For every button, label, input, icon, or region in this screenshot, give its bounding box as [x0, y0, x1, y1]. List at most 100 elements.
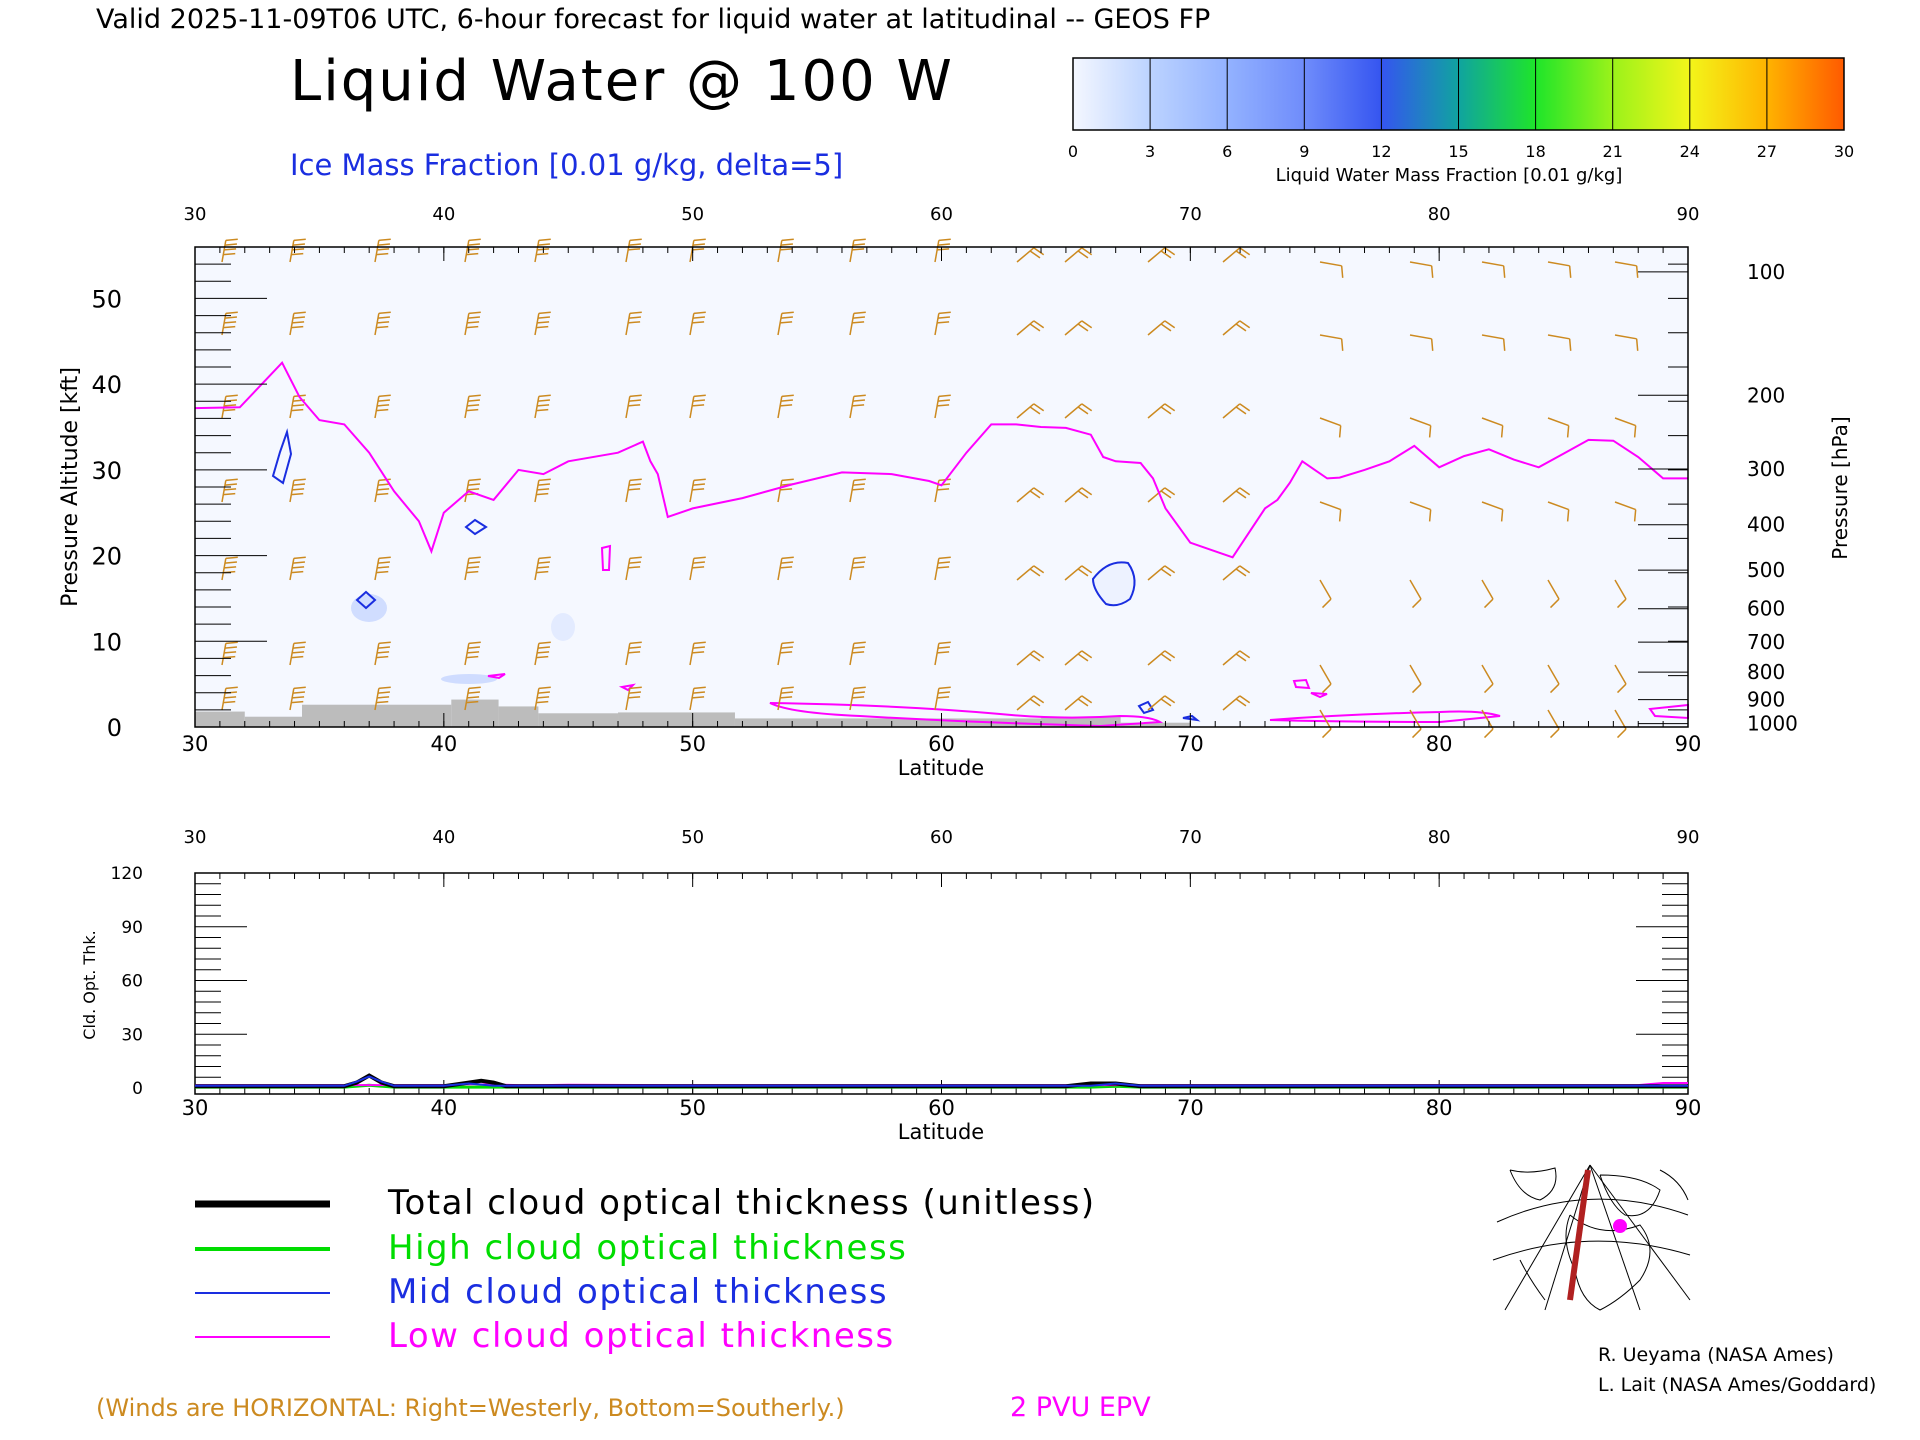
wind-barb — [689, 641, 706, 666]
wind-barb — [1547, 501, 1570, 522]
credit-lait: L. Lait (NASA Ames/Goddard) — [1598, 1374, 1876, 1396]
pressure-tick-label: 400 — [1747, 513, 1785, 537]
colorbar-tick-label: 12 — [1371, 142, 1391, 161]
wind-barb — [464, 556, 481, 581]
colorbar-tick-label: 27 — [1757, 142, 1777, 161]
wind-barb — [464, 311, 481, 336]
legend-item: High cloud optical thickness — [195, 1228, 906, 1268]
wind-barb — [849, 238, 866, 263]
legend-label: Mid cloud optical thickness — [388, 1272, 888, 1312]
wind-barb — [934, 686, 951, 711]
wind-barb — [777, 311, 794, 336]
x-tick-label: 30 — [182, 732, 209, 756]
legend-item: Low cloud optical thickness — [195, 1316, 893, 1356]
legend-label: Total cloud optical thickness (unitless) — [387, 1183, 1096, 1223]
wind-barb — [374, 641, 391, 666]
terrain-block — [498, 706, 539, 727]
legend: Total cloud optical thickness (unitless)… — [195, 1183, 1096, 1356]
y-tick-label: 50 — [91, 285, 122, 313]
colorbar-tick-label: 24 — [1680, 142, 1700, 161]
ice-contour — [1137, 700, 1155, 715]
wind-barb — [534, 394, 551, 419]
wind-barb — [1016, 403, 1045, 419]
wind-barb — [289, 311, 306, 336]
lower-plot-frame — [194, 872, 1689, 1095]
wind-barb — [1614, 709, 1627, 739]
wind-barb — [1409, 501, 1432, 522]
wind-barb — [689, 686, 706, 711]
wind-barb — [1147, 247, 1176, 263]
wind-barb — [374, 686, 391, 711]
wind-barb — [1064, 695, 1093, 711]
wind-barb — [534, 311, 551, 336]
y-tick-label: 30 — [91, 457, 122, 485]
wind-barb — [534, 556, 551, 581]
wind-barb — [1222, 403, 1251, 419]
wind-barb — [1016, 565, 1045, 581]
main-plot-frame — [194, 246, 1689, 728]
x-tick-label-top: 50 — [681, 204, 704, 225]
wind-barb — [1614, 334, 1639, 351]
wind-barb — [625, 641, 642, 666]
colorbar-tick-label: 6 — [1222, 142, 1232, 161]
wind-barb — [1222, 695, 1251, 711]
wind-barb — [1614, 501, 1637, 522]
x-tick-label: 90 — [1675, 1096, 1702, 1120]
wind-barb — [777, 686, 794, 711]
wind-barb — [1481, 664, 1494, 694]
x-tick-label: 60 — [928, 732, 955, 756]
wind-barb — [689, 238, 706, 263]
pressure-tick-label: 700 — [1747, 630, 1785, 654]
wind-barb — [534, 686, 551, 711]
main-ylabel-left: Pressure Altitude [kft] — [58, 367, 83, 607]
wind-barb — [934, 311, 951, 336]
wind-barb — [689, 311, 706, 336]
terrain-block — [618, 712, 735, 727]
pressure-tick-label: 200 — [1747, 383, 1785, 407]
x-tick-label-top: 60 — [930, 827, 953, 848]
terrain-block — [451, 699, 499, 727]
low-contour — [600, 544, 612, 571]
terrain-block — [301, 704, 452, 727]
epv-line-layer — [194, 360, 1688, 559]
wind-barb — [1319, 261, 1344, 278]
inset-map — [1490, 1162, 1691, 1312]
x-tick-label-top: 90 — [1677, 204, 1700, 225]
wind-barb — [1064, 487, 1093, 503]
wind-barb — [1547, 261, 1572, 278]
wind-barb — [1319, 664, 1332, 694]
subtitle: Ice Mass Fraction [0.01 g/kg, delta=5] — [290, 148, 843, 182]
ice-contours — [271, 428, 1689, 728]
wind-barb — [777, 394, 794, 419]
wind-barb — [934, 238, 951, 263]
wind-barb — [625, 686, 642, 711]
colorbar-tick-label: 15 — [1448, 142, 1468, 161]
wind-barb — [1016, 650, 1045, 666]
wind-barb — [1409, 709, 1422, 739]
x-tick-label-top: 50 — [681, 827, 704, 848]
x-tick-label-top: 30 — [184, 204, 207, 225]
wind-barb — [1016, 695, 1045, 711]
main-plot-area — [195, 247, 1688, 727]
colorbar-tick-label: 0 — [1068, 142, 1078, 161]
wind-barb — [1064, 320, 1093, 336]
wind-barb — [1614, 417, 1637, 438]
colorbar-label: Liquid Water Mass Fraction [0.01 g/kg] — [1276, 165, 1623, 186]
x-tick-label: 90 — [1675, 732, 1702, 756]
colorbar-tick-label: 30 — [1834, 142, 1854, 161]
wind-barb — [934, 394, 951, 419]
wind-barb — [689, 556, 706, 581]
x-tick-label-top: 80 — [1428, 827, 1451, 848]
lower-ylabel: Cld. Opt. Thk. — [80, 930, 99, 1039]
x-tick-label-top: 80 — [1428, 204, 1451, 225]
wind-barb — [1547, 664, 1560, 694]
terrain-block — [1041, 716, 1121, 727]
wind-barbs — [221, 238, 1639, 739]
wind-barb — [849, 686, 866, 711]
wind-barb — [464, 394, 481, 419]
x-tick-label: 50 — [679, 1096, 706, 1120]
ice-contour — [1091, 561, 1136, 607]
wind-barb — [1222, 487, 1251, 503]
wind-barb — [1409, 261, 1434, 278]
main-ylabel-right: Pressure [hPa] — [1828, 416, 1852, 559]
